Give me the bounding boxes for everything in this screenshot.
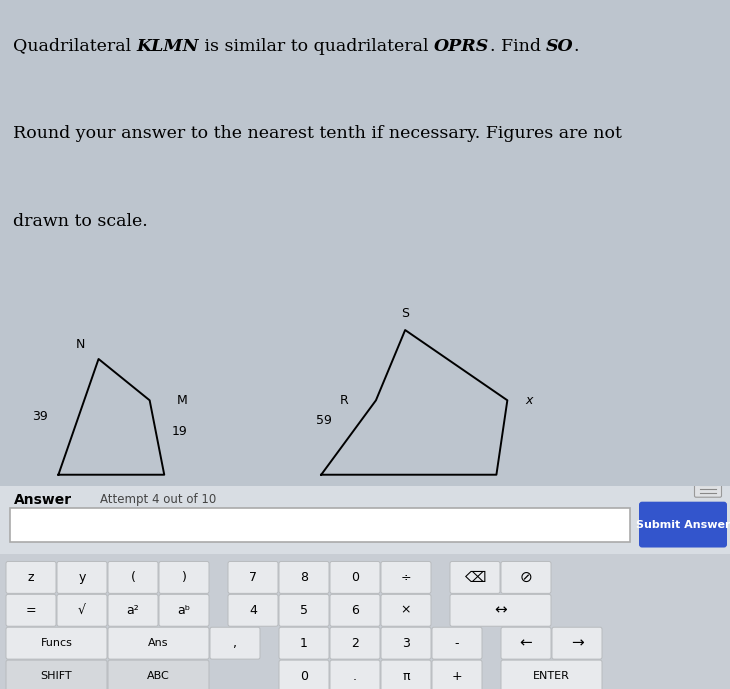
FancyBboxPatch shape <box>501 627 551 659</box>
FancyBboxPatch shape <box>552 627 602 659</box>
Text: 39: 39 <box>32 411 48 423</box>
Text: Quadrilateral: Quadrilateral <box>13 38 137 54</box>
Text: ÷: ÷ <box>401 571 411 584</box>
Text: M: M <box>177 394 188 407</box>
FancyBboxPatch shape <box>381 627 431 659</box>
FancyBboxPatch shape <box>381 660 431 689</box>
FancyBboxPatch shape <box>279 562 329 593</box>
FancyBboxPatch shape <box>381 595 431 626</box>
Text: ENTER: ENTER <box>533 671 570 681</box>
FancyBboxPatch shape <box>6 627 107 659</box>
Text: -: - <box>455 637 459 650</box>
Text: SO: SO <box>546 38 574 54</box>
Text: (: ( <box>131 571 136 584</box>
Text: 5: 5 <box>300 604 308 617</box>
Text: y: y <box>78 571 85 584</box>
FancyBboxPatch shape <box>6 562 56 593</box>
Text: 59: 59 <box>316 415 332 427</box>
Text: N: N <box>76 338 85 351</box>
FancyBboxPatch shape <box>330 660 380 689</box>
Text: KLMN: KLMN <box>137 38 199 54</box>
Text: ↔: ↔ <box>494 603 507 618</box>
Text: S: S <box>402 307 409 320</box>
FancyBboxPatch shape <box>501 660 602 689</box>
Text: √: √ <box>78 604 86 617</box>
FancyBboxPatch shape <box>330 595 380 626</box>
Text: x: x <box>526 394 533 407</box>
FancyBboxPatch shape <box>228 562 278 593</box>
FancyBboxPatch shape <box>450 595 551 626</box>
Text: 7: 7 <box>249 571 257 584</box>
Text: Ans: Ans <box>148 638 169 648</box>
Text: =: = <box>26 604 36 617</box>
Text: is similar to quadrilateral: is similar to quadrilateral <box>199 38 434 54</box>
Text: +: + <box>452 670 462 683</box>
FancyBboxPatch shape <box>432 627 482 659</box>
Text: SHIFT: SHIFT <box>41 671 72 681</box>
FancyBboxPatch shape <box>432 660 482 689</box>
Text: ): ) <box>182 571 186 584</box>
FancyBboxPatch shape <box>6 595 56 626</box>
FancyBboxPatch shape <box>450 562 500 593</box>
Text: O: O <box>510 487 520 500</box>
Text: π: π <box>402 670 410 683</box>
Text: ⊘: ⊘ <box>520 570 532 585</box>
Text: ABC: ABC <box>147 671 170 681</box>
Text: →: → <box>571 636 583 650</box>
FancyBboxPatch shape <box>501 562 551 593</box>
FancyBboxPatch shape <box>57 595 107 626</box>
Bar <box>0 555 730 689</box>
FancyBboxPatch shape <box>279 627 329 659</box>
FancyBboxPatch shape <box>228 595 278 626</box>
Text: ×: × <box>401 604 411 617</box>
FancyBboxPatch shape <box>108 627 209 659</box>
Text: OPRS: OPRS <box>434 38 490 54</box>
FancyBboxPatch shape <box>57 562 107 593</box>
FancyBboxPatch shape <box>279 660 329 689</box>
FancyBboxPatch shape <box>330 627 380 659</box>
Text: R: R <box>340 394 349 407</box>
FancyBboxPatch shape <box>381 562 431 593</box>
Text: 2: 2 <box>351 637 359 650</box>
Text: Answer: Answer <box>14 493 72 506</box>
Text: .: . <box>574 38 579 54</box>
Text: 8: 8 <box>300 571 308 584</box>
FancyBboxPatch shape <box>159 562 209 593</box>
Text: P: P <box>299 487 307 500</box>
Text: .: . <box>353 670 357 683</box>
Text: Submit Answer: Submit Answer <box>636 520 730 530</box>
FancyBboxPatch shape <box>108 562 158 593</box>
Text: aᵇ: aᵇ <box>177 604 191 617</box>
FancyBboxPatch shape <box>279 595 329 626</box>
FancyBboxPatch shape <box>108 660 209 689</box>
Text: a²: a² <box>126 604 139 617</box>
Text: drawn to scale.: drawn to scale. <box>13 213 148 230</box>
FancyBboxPatch shape <box>210 627 260 659</box>
Text: ←: ← <box>520 636 532 650</box>
Text: K: K <box>36 487 45 500</box>
FancyBboxPatch shape <box>694 477 721 497</box>
Text: z: z <box>28 571 34 584</box>
Text: L: L <box>179 487 186 500</box>
FancyBboxPatch shape <box>6 660 107 689</box>
Bar <box>10 508 630 542</box>
FancyBboxPatch shape <box>108 595 158 626</box>
Text: 4: 4 <box>249 604 257 617</box>
Text: . Find: . Find <box>490 38 546 54</box>
Text: 0: 0 <box>300 670 308 683</box>
Text: ,: , <box>233 637 237 650</box>
Text: Attempt 4 out of 10: Attempt 4 out of 10 <box>100 493 216 506</box>
FancyBboxPatch shape <box>639 502 727 548</box>
Text: Funcs: Funcs <box>41 638 72 648</box>
Text: 3: 3 <box>402 637 410 650</box>
FancyBboxPatch shape <box>330 562 380 593</box>
Text: 19: 19 <box>172 425 188 438</box>
Text: ⌫: ⌫ <box>464 570 485 585</box>
Text: Round your answer to the nearest tenth if necessary. Figures are not: Round your answer to the nearest tenth i… <box>13 125 622 143</box>
FancyBboxPatch shape <box>159 595 209 626</box>
Bar <box>0 486 730 555</box>
Text: 0: 0 <box>351 571 359 584</box>
Text: 1: 1 <box>300 637 308 650</box>
Text: 6: 6 <box>351 604 359 617</box>
